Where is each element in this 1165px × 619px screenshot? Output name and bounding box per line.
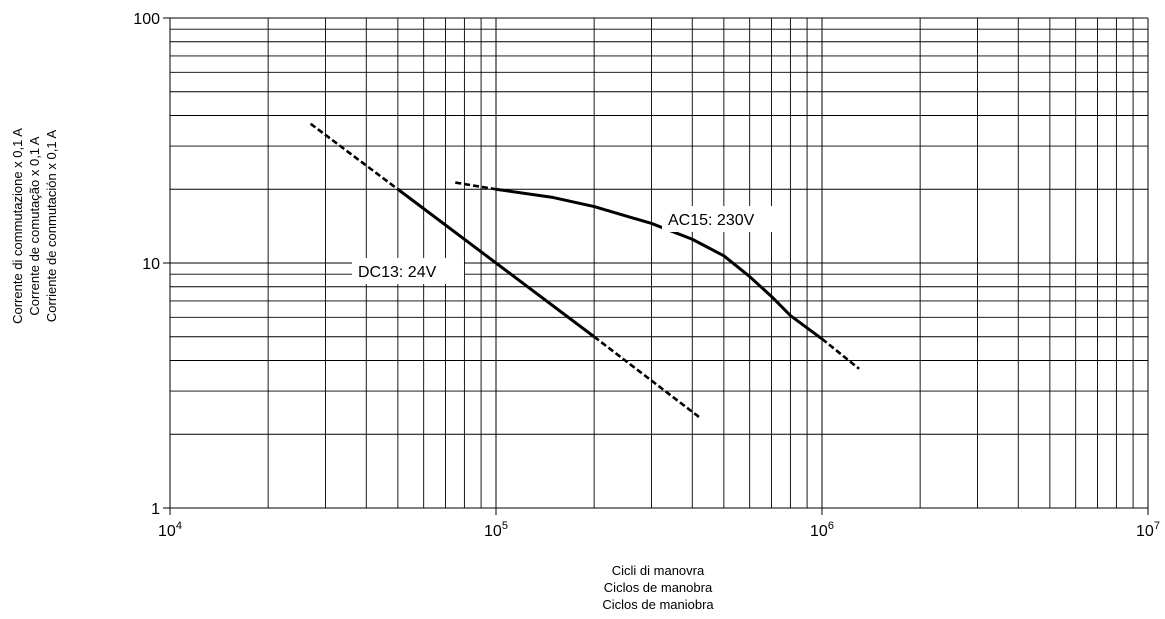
x-axis-title-line-2: Ciclos de manobra — [604, 580, 713, 595]
series-label-background — [352, 258, 464, 284]
series-label-1: DC13: 24V — [358, 264, 437, 281]
labels-layer: 1 10 100 104 105 106 107 DC13: 24V AC15: 230V — [133, 11, 1160, 540]
x-tick-label: 104 — [158, 520, 182, 540]
series-1-dashed-end — [593, 335, 700, 419]
x-axis-title: Cicli di manovra Ciclos de manobra Ciclo… — [602, 563, 714, 612]
series-2-line — [495, 187, 823, 341]
x-tick-label: 107 — [1136, 520, 1160, 540]
x-axis-title-line-3: Ciclos de maniobra — [602, 597, 714, 612]
y-axis-title-line-2: Corrente de comutação x 0,1 A — [27, 136, 42, 316]
series-1-line — [396, 188, 596, 338]
series-2-dashed-end — [821, 337, 860, 370]
x-tick-label: 106 — [810, 520, 834, 540]
y-tick-label: 10 — [142, 256, 160, 273]
x-axis-title-line-1: Cicli di manovra — [612, 563, 705, 578]
y-axis-title: Corrente di commutazione x 0,1 A Corrent… — [10, 128, 59, 324]
y-tick-label: 100 — [133, 11, 160, 28]
y-axis-title-line-1: Corrente di commutazione x 0,1 A — [10, 128, 25, 324]
series-label-background — [662, 206, 784, 232]
series-1-dashed-start — [309, 122, 399, 191]
series-2-dashed-start — [455, 181, 497, 191]
x-tick-label: 105 — [484, 520, 508, 540]
y-tick-label: 1 — [151, 501, 160, 518]
y-axis-title-line-3: Corriente de conmutación x 0,1 A — [44, 130, 59, 323]
series-label-2: AC15: 230V — [668, 212, 755, 229]
series-layer — [309, 122, 860, 419]
grid — [163, 17, 1149, 515]
